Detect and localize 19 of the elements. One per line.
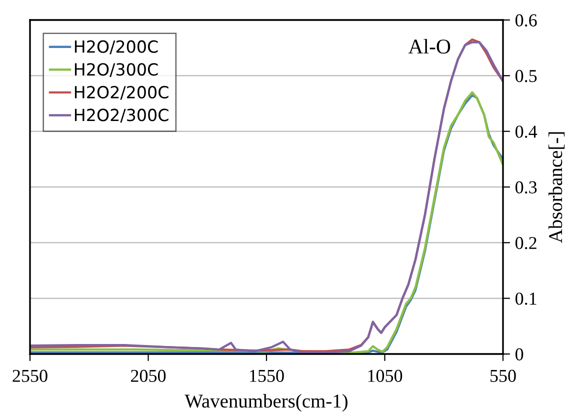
y-tick-label: 0.3 — [515, 181, 537, 194]
y-axis-title: Absorbance[-] — [548, 132, 565, 243]
x-tick-label: 2550 — [12, 370, 48, 382]
y-tick-label: 0.2 — [515, 236, 536, 250]
y-tick-label: 0.1 — [515, 292, 536, 305]
y-tick-label: 0.4 — [515, 126, 538, 138]
y-tick-label: 0.6 — [515, 14, 537, 27]
x-axis-title: Wavenumbers(cm-1) — [184, 394, 348, 412]
legend-label: H2O/200C — [74, 40, 158, 54]
x-tick-label: 2050 — [130, 370, 166, 382]
y-tick-label: 0.5 — [515, 70, 537, 82]
legend-label: H2O/300C — [74, 63, 158, 78]
x-tick-label: 1550 — [250, 370, 284, 382]
y-tick-label: 0 — [515, 348, 524, 360]
x-tick-label: 1050 — [368, 370, 402, 382]
annotation: Al-O — [408, 38, 450, 54]
legend-label: H2O2/200C — [74, 86, 168, 100]
x-tick-label: 550 — [490, 370, 516, 382]
legend-label: H2O2/300C — [74, 108, 168, 123]
